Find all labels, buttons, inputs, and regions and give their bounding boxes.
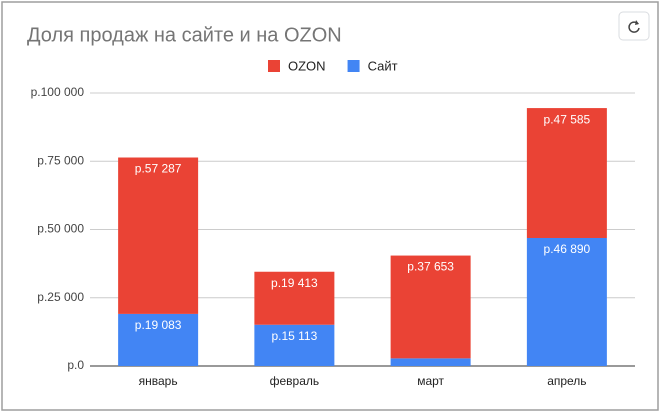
- x-tick-label: март: [417, 374, 444, 388]
- bar-segment: [254, 324, 335, 366]
- data-label: р.19 083: [135, 318, 182, 332]
- y-tick-label: р.75 000: [37, 153, 84, 167]
- bar-segment: [118, 313, 199, 366]
- x-tick-label: январь: [139, 374, 178, 388]
- refresh-button[interactable]: [618, 11, 650, 41]
- data-label: р.19 413: [271, 276, 318, 290]
- x-tick-label: апрель: [547, 374, 586, 388]
- legend-label: Сайт: [368, 58, 398, 73]
- bar-segment: [390, 358, 471, 366]
- data-label: р.15 113: [271, 329, 317, 343]
- refresh-button-bg[interactable]: [618, 11, 650, 41]
- y-tick-label: р.100 000: [31, 85, 85, 99]
- x-tick-label: февраль: [270, 374, 320, 388]
- bar-segment: [254, 271, 335, 325]
- chart-title: Доля продаж на сайте и на OZON: [27, 24, 342, 46]
- refresh-arrow[interactable]: [635, 20, 639, 25]
- refresh-icon[interactable]: [628, 21, 640, 33]
- bar-segment: [526, 108, 607, 238]
- bar-segment: [526, 237, 607, 366]
- legend-label: OZON: [288, 58, 326, 73]
- y-tick-label: р.0: [67, 358, 84, 372]
- legend-swatch: [268, 60, 280, 72]
- y-tick-label: р.50 000: [37, 222, 84, 236]
- data-label: р.37 653: [407, 260, 454, 274]
- data-label: р.47 585: [544, 112, 591, 126]
- bar-segment: [118, 157, 199, 314]
- bar-segment: [390, 255, 471, 359]
- data-label: р.46 890: [544, 242, 591, 256]
- y-tick-label: р.25 000: [37, 290, 84, 304]
- data-label: р.57 287: [135, 162, 182, 176]
- legend-swatch: [347, 60, 360, 72]
